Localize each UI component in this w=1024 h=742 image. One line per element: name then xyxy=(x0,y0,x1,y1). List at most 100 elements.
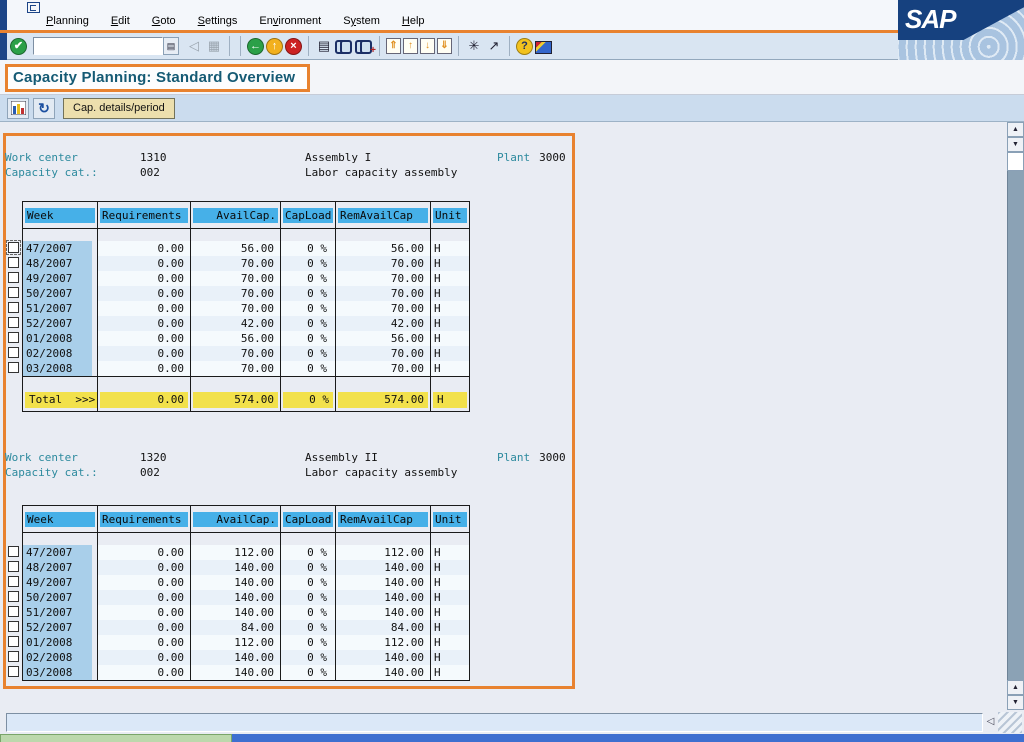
week-cell: 49/2007 xyxy=(23,575,98,590)
help-icon[interactable]: ? xyxy=(516,37,533,55)
menu-item-goto[interactable]: Goto xyxy=(151,15,176,27)
row-checkbox[interactable] xyxy=(8,287,19,298)
print-icon[interactable]: ▤ xyxy=(317,38,331,53)
work-center-info-1310: Work center 1310 Assembly I Plant 3000 Capac… xyxy=(5,150,566,180)
week-cell: 50/2007 xyxy=(23,286,98,301)
row-checkbox[interactable] xyxy=(8,651,19,662)
table-row: 49/2007 0.00 70.00 0 % 70.00 H xyxy=(8,271,469,286)
refresh-icon[interactable]: ↻ xyxy=(33,97,55,119)
toolbar-separator xyxy=(458,36,459,56)
work-center-name: Assembly II xyxy=(305,451,378,464)
row-checkbox[interactable] xyxy=(6,240,21,255)
week-value: 03/2008 xyxy=(23,361,92,376)
row-checkbox[interactable] xyxy=(8,576,19,587)
table-cell: 0 % xyxy=(281,361,336,376)
column-header-remavailcap[interactable]: RemAvailCap xyxy=(336,506,431,532)
row-checkbox[interactable] xyxy=(8,606,19,617)
row-checkbox[interactable] xyxy=(8,257,19,268)
back-icon[interactable]: ← xyxy=(247,37,264,55)
next-page-icon[interactable]: ↓ xyxy=(420,38,435,54)
table-row: 47/2007 0.00 56.00 0 % 56.00 H xyxy=(6,240,469,256)
last-page-icon[interactable]: ⇓ xyxy=(437,38,452,54)
row-checkbox[interactable] xyxy=(8,666,19,677)
table-cell: H xyxy=(431,316,469,331)
week-value: 48/2007 xyxy=(23,560,92,575)
column-header-unit[interactable]: Unit xyxy=(431,202,469,228)
cap-details-period-button[interactable]: Cap. details/period xyxy=(63,97,175,119)
column-header-requirements[interactable]: Requirements xyxy=(98,202,191,228)
menu-item-help[interactable]: Help xyxy=(401,15,425,27)
table-row: 51/2007 0.00 140.00 0 % 140.00 H xyxy=(8,605,469,620)
row-checkbox[interactable] xyxy=(8,561,19,572)
save-disabled-icon[interactable]: ▦ xyxy=(207,38,221,53)
scroll-down-icon[interactable]: ▼ xyxy=(1007,137,1024,152)
table-cell: H xyxy=(431,620,469,635)
resize-grip[interactable] xyxy=(998,711,1022,733)
find-icon[interactable] xyxy=(335,39,353,54)
table-cell: 70.00 xyxy=(191,286,281,301)
cancel-icon[interactable]: × xyxy=(285,37,302,55)
capacity-graphic-icon[interactable] xyxy=(7,97,29,119)
menu-item-planning[interactable]: Planning xyxy=(46,15,89,27)
taskbar-start-button[interactable] xyxy=(0,734,232,742)
first-page-icon[interactable]: ⇑ xyxy=(386,38,401,54)
table-cell: 0 % xyxy=(281,545,336,560)
row-checkbox[interactable] xyxy=(8,272,19,283)
menu-item-edit[interactable]: Edit xyxy=(110,15,130,27)
row-checkbox[interactable] xyxy=(8,362,19,373)
previous-page-icon[interactable]: ↑ xyxy=(403,38,418,54)
toolbar-separator xyxy=(229,36,230,56)
system-menu-icon[interactable] xyxy=(27,2,40,13)
table-row: 03/2008 0.00 70.00 0 % 70.00 H xyxy=(8,361,469,376)
row-checkbox[interactable] xyxy=(8,636,19,647)
row-checkbox[interactable] xyxy=(8,332,19,343)
menu-item-settings[interactable]: Settings xyxy=(197,15,238,27)
table-row: 52/2007 0.00 84.00 0 % 84.00 H xyxy=(8,620,469,635)
column-header-capload[interactable]: CapLoad xyxy=(281,506,336,532)
menu-item-environment[interactable]: Environment xyxy=(259,15,322,27)
row-checkbox[interactable] xyxy=(8,302,19,313)
scrollbar-thumb[interactable] xyxy=(1007,152,1024,171)
column-header-requirements[interactable]: Requirements xyxy=(98,506,191,532)
scroll-up-icon[interactable]: ▲ xyxy=(1007,122,1024,137)
scroll-page-down-icon[interactable]: ▼ xyxy=(1007,695,1024,710)
scroll-page-up-icon[interactable]: ▲ xyxy=(1007,680,1024,695)
command-input[interactable] xyxy=(33,37,163,55)
back-arrow-disabled-icon[interactable]: ◁ xyxy=(189,38,199,53)
find-next-icon[interactable]: + xyxy=(355,39,376,56)
refresh-glyph: ↻ xyxy=(38,99,50,116)
exit-icon[interactable]: ↑ xyxy=(266,37,283,55)
enter-icon[interactable]: ✔ xyxy=(10,37,27,55)
create-shortcut-icon[interactable]: ↗ xyxy=(488,38,500,53)
customize-layout-icon[interactable] xyxy=(535,40,552,54)
table-cell: 42.00 xyxy=(191,316,281,331)
table-cell: 70.00 xyxy=(191,346,281,361)
column-header-week[interactable]: Week xyxy=(23,202,98,228)
table-cell: 70.00 xyxy=(191,301,281,316)
status-bar: ◁ xyxy=(0,710,1024,734)
row-checkbox[interactable] xyxy=(8,546,19,557)
row-checkbox[interactable] xyxy=(8,591,19,602)
scrollbar-track[interactable] xyxy=(1007,171,1024,680)
row-checkbox[interactable] xyxy=(8,347,19,358)
row-checkbox[interactable] xyxy=(8,317,19,328)
table-cell: 0.00 xyxy=(98,271,191,286)
column-header-availcap[interactable]: AvailCap. xyxy=(191,202,281,228)
command-history-icon[interactable]: ▤ xyxy=(163,37,179,55)
total-cell: 574.00 xyxy=(336,389,431,411)
table-cell: H xyxy=(431,241,469,256)
new-session-icon[interactable]: ✳ xyxy=(468,38,480,53)
status-collapse-icon[interactable]: ◁ xyxy=(983,713,998,731)
column-header-week[interactable]: Week xyxy=(23,506,98,532)
week-cell: 47/2007 xyxy=(23,545,98,560)
list-content: Work center 1310 Assembly I Plant 3000 Capac… xyxy=(0,122,1007,710)
column-header-availcap[interactable]: AvailCap. xyxy=(191,506,281,532)
table-cell: 0 % xyxy=(281,605,336,620)
column-header-unit[interactable]: Unit xyxy=(431,506,469,532)
row-checkbox[interactable] xyxy=(8,621,19,632)
column-header-capload[interactable]: CapLoad xyxy=(281,202,336,228)
column-header-remavailcap[interactable]: RemAvailCap xyxy=(336,202,431,228)
total-cell: 0 % xyxy=(281,389,336,411)
menu-item-system[interactable]: System xyxy=(343,15,380,27)
table-cell: 0.00 xyxy=(98,650,191,665)
